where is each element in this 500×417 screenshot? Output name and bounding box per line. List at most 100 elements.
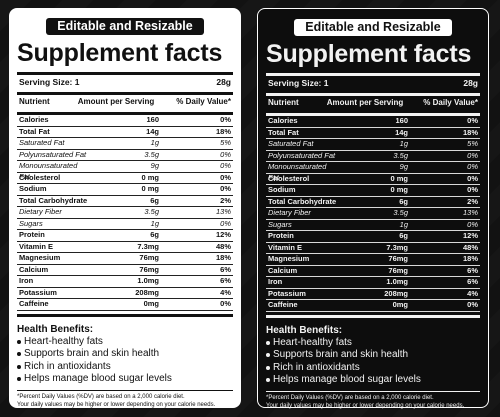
nutrient-amount: 3.5g [144, 207, 159, 216]
nutrient-name: Total Carbohydrate [268, 196, 337, 206]
nutrient-row: Cholesterol 0 mg 0% [266, 173, 480, 185]
nutrient-name: Cholesterol [268, 173, 310, 183]
nutrient-dv: 0% [220, 115, 231, 124]
nutrient-name: Caffeine [268, 300, 298, 309]
nutrient-dv: 0% [467, 185, 478, 194]
nutrient-row: Caffeine 0mg 0% [266, 300, 480, 312]
nutrient-row: Calories 160 0% [266, 116, 480, 128]
nutrient-amount: 7.3mg [386, 242, 408, 252]
nutrient-name: Magnesium [19, 253, 61, 262]
nutrient-dv: 6% [220, 276, 231, 285]
benefit-text: Supports brain and skin health [24, 348, 160, 359]
bullet-icon [17, 339, 21, 344]
footnote: *Percent Daily Values (%DV) are based on… [17, 393, 233, 409]
nutrient-amount: 9g [150, 161, 159, 170]
nutrient-amount: 1g [399, 139, 408, 148]
benefits-title: Health Benefits: [266, 324, 343, 336]
nutrient-dv: 0% [220, 161, 231, 170]
nutrient-row: Vitamin E 7.3mg 48% [17, 241, 233, 253]
nutrient-row: Polyunsaturated Fat 3.5g 0% [266, 150, 480, 162]
bullet-icon [17, 364, 21, 369]
nutrient-amount: 14g [395, 127, 408, 137]
bullet-icon [266, 353, 270, 358]
banner: Editable and Resizable [46, 18, 204, 35]
benefit-text: Heart-healthy fats [24, 335, 103, 347]
footnote-line-1: *Percent Daily Values (%DV) are based on… [17, 393, 185, 400]
nutrient-dv: 2% [220, 195, 231, 205]
nutrient-amount: 1g [399, 219, 408, 229]
nutrient-amount: 160 [395, 116, 408, 125]
nutrient-name: Total Fat [268, 127, 299, 137]
bullet-icon [266, 378, 270, 383]
nutrient-dv: 0% [220, 218, 231, 228]
nutrient-amount: 0mg [143, 299, 159, 308]
banner: Editable and Resizable [294, 19, 452, 36]
serving-size-label: Serving Size: 1 [19, 77, 80, 87]
col-dv: % Daily Value* [423, 98, 478, 107]
nutrient-name: Magnesium [268, 254, 310, 263]
bullet-icon [266, 365, 270, 370]
serving-size-value: 28g [463, 78, 478, 88]
col-amount: Amount per Serving [326, 98, 404, 107]
nutrient-dv: 12% [215, 230, 231, 239]
nutrient-row: Cholesterol 0 mg 0% [17, 172, 233, 184]
supplement-label-light: Editable and Resizable Supplement facts … [9, 8, 241, 408]
benefit-text: Supports brain and skin health [273, 349, 409, 360]
nutrient-row: Caffeine 0mg 0% [17, 299, 233, 311]
nutrient-name: Dietary Fiber [268, 208, 311, 217]
nutrient-name: Sodium [268, 185, 296, 194]
nutrient-dv: 0% [220, 184, 231, 193]
nutrient-amount: 6g [150, 230, 159, 239]
nutrient-amount: 1.0mg [386, 277, 408, 286]
nutrient-name: Calcium [268, 265, 298, 275]
nutrient-row: Dietary Fiber 3.5g 13% [266, 208, 480, 220]
nutrient-amount: 0mg [392, 300, 408, 309]
nutrient-amount: 0 mg [390, 185, 408, 194]
nutrient-name: Saturated Fat [19, 138, 65, 147]
nutrient-row: Sugars 1g 0% [266, 219, 480, 231]
nutrient-name: Sugars [19, 218, 43, 228]
nutrient-amount: 0 mg [390, 173, 408, 183]
nutrient-name: Cholesterol [19, 172, 61, 182]
benefit-text: Heart-healthy fats [273, 336, 352, 348]
footnote-line-1: *Percent Daily Values (%DV) are based on… [266, 394, 434, 401]
bullet-icon [17, 352, 21, 357]
nutrient-name: Calories [19, 115, 49, 124]
nutrient-row: Polyunsaturated Fat 3.5g 0% [17, 150, 233, 161]
nutrient-name: Calories [268, 116, 298, 125]
supplement-label-dark: Editable and Resizable Supplement facts … [257, 8, 489, 409]
benefit-item: Heart-healthy fats [17, 336, 233, 349]
benefit-text: Rich in antioxidants [273, 361, 360, 373]
nutrient-amount: 0 mg [141, 184, 159, 193]
divider [17, 92, 233, 95]
nutrient-rows: Calories 160 0% Total Fat 14g 18% Saturated Fa… [266, 116, 480, 312]
nutrient-dv: 4% [467, 288, 478, 298]
nutrient-amount: 6g [399, 231, 408, 240]
nutrient-amount: 208mg [135, 287, 159, 297]
nutrient-dv: 0% [467, 150, 478, 160]
benefits-list: Heart-healthy fats Supports brain and ski… [266, 337, 480, 387]
nutrient-row: Iron 1.0mg 6% [266, 277, 480, 289]
benefit-text: Rich in antioxidants [24, 360, 111, 372]
column-headers: Nutrient Amount per Serving % Daily Valu… [266, 96, 480, 110]
nutrient-name: Saturated Fat [268, 139, 314, 148]
nutrient-dv: 6% [220, 264, 231, 274]
divider [17, 389, 233, 391]
divider [266, 113, 480, 116]
nutrient-name: Vitamin E [19, 241, 54, 251]
nutrient-amount: 0 mg [141, 172, 159, 182]
nutrient-name: Monounsaturated Fat [268, 162, 327, 182]
nutrient-dv: 0% [467, 173, 478, 183]
nutrient-row: Total Carbohydrate 6g 2% [266, 196, 480, 208]
col-amount: Amount per Serving [77, 97, 155, 106]
nutrient-name: Total Carbohydrate [19, 195, 88, 205]
nutrient-row: Protein 6g 12% [266, 231, 480, 243]
nutrient-dv: 48% [462, 242, 478, 252]
nutrient-rows: Calories 160 0% Total Fat 14g 18% Saturated Fa… [17, 115, 233, 311]
nutrient-row: Total Fat 14g 18% [17, 127, 233, 138]
serving-size-label: Serving Size: 1 [268, 78, 329, 88]
divider [266, 93, 480, 96]
nutrient-row: Calcium 76mg 6% [266, 265, 480, 277]
nutrient-name: Vitamin E [268, 242, 303, 252]
nutrient-row: Magnesium 76mg 18% [17, 253, 233, 265]
